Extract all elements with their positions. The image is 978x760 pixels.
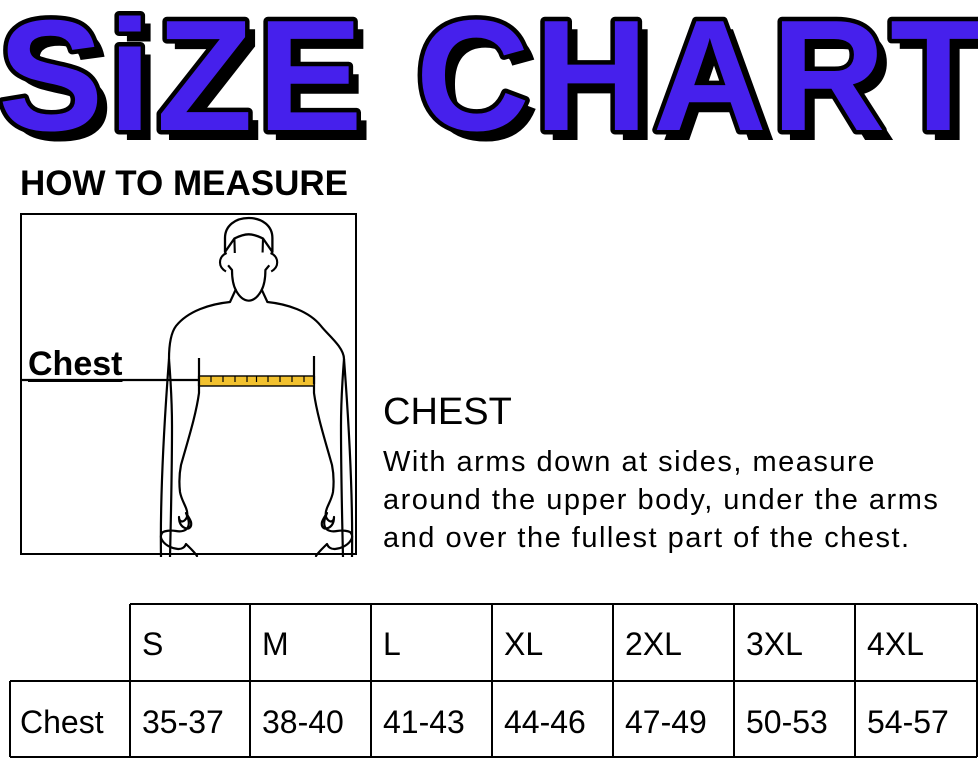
svg-text:50-53: 50-53 xyxy=(746,704,828,740)
svg-text:47-49: 47-49 xyxy=(625,704,707,740)
svg-text:L: L xyxy=(383,626,401,662)
svg-text:S: S xyxy=(142,626,163,662)
svg-text:44-46: 44-46 xyxy=(504,704,586,740)
svg-text:35-37: 35-37 xyxy=(142,704,224,740)
svg-text:38-40: 38-40 xyxy=(262,704,344,740)
svg-text:SiZE CHART: SiZE CHART xyxy=(0,0,978,142)
svg-text:2XL: 2XL xyxy=(625,626,682,662)
svg-text:XL: XL xyxy=(504,626,543,662)
svg-text:3XL: 3XL xyxy=(746,626,803,662)
svg-text:54-57: 54-57 xyxy=(867,704,949,740)
svg-text:4XL: 4XL xyxy=(867,626,924,662)
svg-text:M: M xyxy=(262,626,289,662)
svg-text:41-43: 41-43 xyxy=(383,704,465,740)
svg-text:Chest: Chest xyxy=(20,704,104,740)
